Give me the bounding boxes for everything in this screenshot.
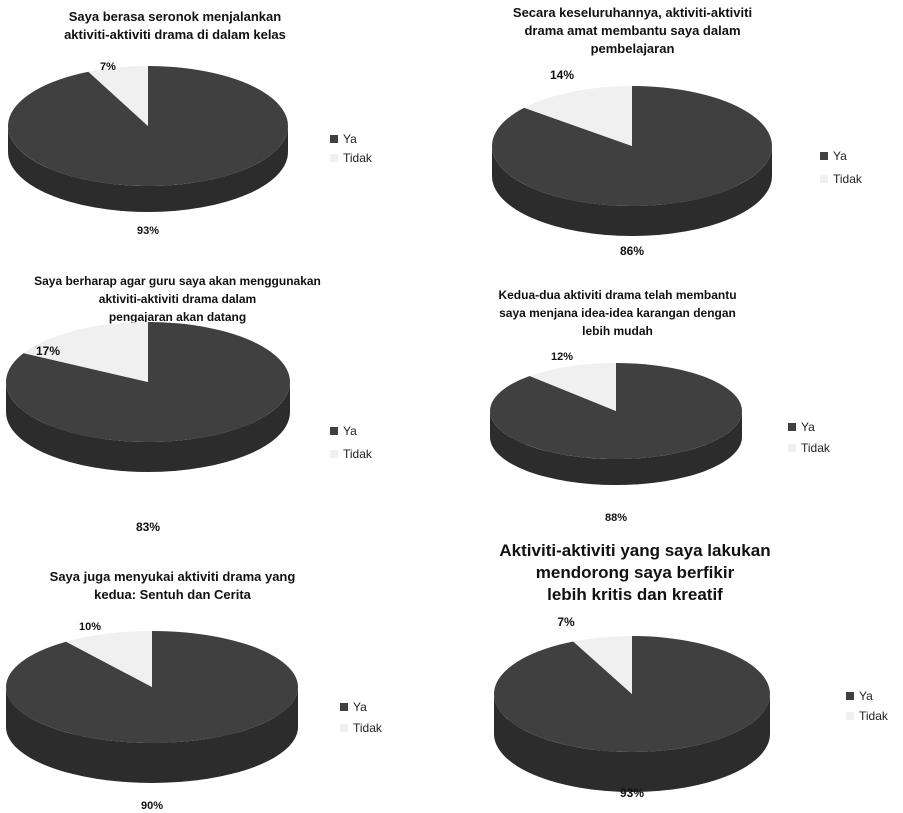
pie-slice-tidak xyxy=(88,66,148,126)
pie-chart-3: 12% 88% Ya Tidak xyxy=(490,351,831,524)
chart-panel-2: Saya berharap agar guru saya akan menggu… xyxy=(0,268,440,540)
legend-label-tidak: Tidak xyxy=(859,709,889,723)
pie-slice-tidak xyxy=(524,86,632,146)
legend-swatch-ya xyxy=(340,703,348,711)
chart-panel-3: Kedua-dua aktiviti drama telah membantu … xyxy=(450,282,903,527)
data-label-ya: 93% xyxy=(620,786,644,800)
pie-chart-4: 10% 90% Ya Tidak xyxy=(5,621,383,812)
chart-panel-4: Saya juga menyukai aktiviti drama yang k… xyxy=(0,560,440,813)
data-label-tidak: 10% xyxy=(79,621,101,633)
legend-swatch-tidak xyxy=(846,712,854,720)
legend-label-tidak: Tidak xyxy=(343,151,373,165)
legend-label-ya: Ya xyxy=(833,149,847,163)
legend-swatch-tidak xyxy=(820,175,828,183)
pie-side-wall xyxy=(6,382,290,472)
legend-swatch-ya xyxy=(820,152,828,160)
pie-chart-1: 14% 86% Ya Tidak xyxy=(491,68,863,258)
legend-swatch-ya xyxy=(330,427,338,435)
legend-label-ya: Ya xyxy=(801,420,815,434)
pie-slice-tidak xyxy=(23,322,148,382)
data-label-ya: 83% xyxy=(136,520,160,534)
data-label-tidak: 7% xyxy=(100,61,116,73)
legend-label-ya: Ya xyxy=(343,132,357,146)
pie-slice-tidak xyxy=(529,363,616,411)
data-label-tidak: 7% xyxy=(557,615,575,629)
data-label-ya: 93% xyxy=(137,225,159,237)
pie-side-wall xyxy=(490,411,742,485)
chart-title-5: Aktiviti-aktiviti yang saya lakukan mend… xyxy=(499,541,771,604)
chart-panel-0: Saya berasa seronok menjalankan aktiviti… xyxy=(0,0,440,250)
legend-swatch-ya xyxy=(846,692,854,700)
pie-slice-ya xyxy=(491,86,772,206)
pie-slice-ya xyxy=(493,636,770,752)
pie-side-wall xyxy=(6,687,298,783)
data-label-tidak: 12% xyxy=(551,351,573,363)
legend-label-ya: Ya xyxy=(353,700,367,714)
pie-side-wall xyxy=(8,126,288,212)
legend-label-tidak: Tidak xyxy=(353,721,383,735)
chart-title-2: Saya berharap agar guru saya akan menggu… xyxy=(34,274,321,324)
pie-side-wall xyxy=(494,694,770,792)
chart-panel-5: Aktiviti-aktiviti yang saya lakukan mend… xyxy=(450,532,903,813)
chart-title-4: Saya juga menyukai aktiviti drama yang k… xyxy=(49,569,296,602)
legend-swatch-tidak xyxy=(340,724,348,732)
legend-label-tidak: Tidak xyxy=(833,172,863,186)
pie-chart-2: 17% 83% Ya Tidak xyxy=(5,322,373,534)
pie-slice-ya xyxy=(5,631,298,743)
data-label-tidak: 14% xyxy=(550,68,574,82)
data-label-ya: 86% xyxy=(620,244,644,258)
legend-label-ya: Ya xyxy=(343,424,357,438)
data-label-tidak: 17% xyxy=(36,344,60,358)
legend-swatch-ya xyxy=(330,135,338,143)
chart-title-0: Saya berasa seronok menjalankan aktiviti… xyxy=(64,9,286,42)
pie-chart-5: 7% 93% Ya Tidak xyxy=(493,615,889,800)
chart-title-1: Secara keseluruhannya, aktiviti-aktiviti… xyxy=(512,5,753,56)
legend-swatch-tidak xyxy=(330,450,338,458)
data-label-ya: 90% xyxy=(141,800,163,812)
data-label-ya: 88% xyxy=(605,512,627,524)
legend-label-ya: Ya xyxy=(859,689,873,703)
pie-side-wall xyxy=(492,146,772,236)
legend-swatch-ya xyxy=(788,423,796,431)
chart-panel-1: Secara keseluruhannya, aktiviti-aktiviti… xyxy=(450,0,903,265)
chart-title-3: Kedua-dua aktiviti drama telah membantu … xyxy=(498,288,737,338)
legend-swatch-tidak xyxy=(788,444,796,452)
pie-slice-tidak xyxy=(573,636,632,694)
legend-swatch-tidak xyxy=(330,154,338,162)
legend-label-tidak: Tidak xyxy=(343,447,373,461)
legend-label-tidak: Tidak xyxy=(801,441,831,455)
pie-chart-0: 7% 93% Ya Tidak xyxy=(8,61,373,237)
pie-slice-tidak xyxy=(66,631,152,687)
